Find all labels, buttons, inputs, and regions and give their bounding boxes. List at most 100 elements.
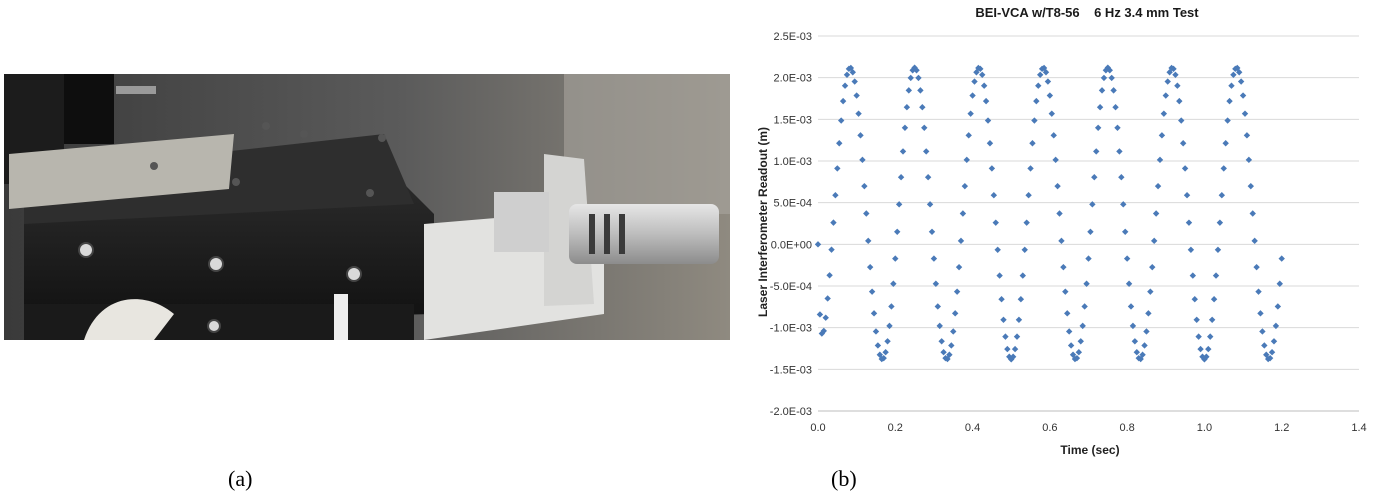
data-point — [919, 103, 926, 111]
data-point — [1208, 316, 1216, 324]
data-point — [901, 124, 909, 131]
data-point — [1276, 280, 1283, 287]
data-point — [990, 192, 998, 199]
data-point — [1243, 132, 1251, 139]
data-point — [1207, 333, 1214, 340]
data-point — [1017, 296, 1025, 303]
data-point — [913, 67, 920, 74]
data-point — [1191, 296, 1198, 303]
x-tick-label: 0.8 — [1119, 422, 1134, 434]
data-point — [1158, 132, 1166, 139]
y-axis-label: Laser Interferometer Readout (m) — [756, 127, 770, 317]
data-point — [859, 156, 866, 164]
data-point — [1044, 78, 1052, 85]
data-point — [1272, 322, 1280, 330]
data-point — [934, 303, 941, 310]
data-point — [1077, 338, 1084, 345]
y-tick-labels: 2.5E-03 2.0E-03 1.5E-03 1.0E-03 5.0E-04 0.0E+… — [770, 31, 812, 418]
data-point — [1255, 288, 1262, 295]
data-point — [832, 192, 839, 199]
data-point — [1004, 345, 1011, 353]
x-tick-label: 0.0 — [810, 422, 825, 434]
data-point — [969, 92, 976, 99]
data-point — [1096, 103, 1104, 111]
data-point — [977, 65, 984, 73]
data-point — [957, 237, 965, 245]
data-point — [886, 322, 893, 330]
data-point — [863, 210, 870, 217]
data-point — [1106, 67, 1113, 74]
data-point — [1021, 246, 1028, 253]
data-point — [1073, 354, 1081, 362]
data-point — [1087, 228, 1094, 235]
data-point — [994, 246, 1001, 253]
data-point — [843, 71, 851, 79]
data-point — [841, 82, 849, 89]
data-point — [899, 148, 907, 155]
x-tick-labels: 0.0 0.2 0.4 0.6 0.8 1.0 1.2 1.4 — [810, 422, 1366, 434]
data-point — [1172, 71, 1179, 79]
data-point — [1239, 92, 1247, 99]
data-point — [1222, 140, 1229, 147]
data-point — [986, 140, 994, 147]
y-tick-label: 5.0E-04 — [773, 198, 812, 210]
data-point — [1081, 303, 1088, 310]
data-series — [814, 64, 1285, 363]
data-point — [1054, 182, 1061, 190]
data-point — [1036, 71, 1044, 79]
data-point — [822, 314, 829, 321]
data-point — [911, 64, 918, 71]
data-point — [988, 165, 996, 172]
data-point — [1035, 82, 1042, 89]
data-point — [938, 338, 945, 345]
data-point — [967, 110, 974, 117]
data-point — [1058, 237, 1065, 245]
data-point — [855, 110, 862, 117]
data-point — [1236, 69, 1243, 76]
data-point — [1104, 64, 1112, 71]
data-point — [1141, 342, 1148, 349]
data-point — [921, 124, 928, 131]
data-point — [1149, 263, 1156, 271]
x-tick-label: 1.0 — [1197, 422, 1212, 434]
data-point — [894, 228, 901, 235]
y-tick-label: 2.0E-03 — [773, 73, 812, 85]
data-point — [1000, 316, 1007, 324]
data-point — [880, 354, 887, 362]
data-point — [923, 148, 930, 155]
data-point — [950, 328, 957, 335]
data-point — [1179, 140, 1187, 147]
data-point — [1048, 110, 1055, 117]
data-point — [1212, 272, 1220, 279]
data-point — [853, 92, 860, 99]
data-point — [951, 310, 959, 317]
data-point — [1067, 342, 1075, 349]
data-point — [1253, 263, 1260, 271]
data-point — [1210, 296, 1218, 303]
y-tick-label: 1.5E-03 — [773, 114, 812, 126]
data-point — [1147, 288, 1154, 295]
data-point — [1031, 117, 1038, 124]
data-point — [1228, 82, 1235, 89]
y-tick-label: 1.0E-03 — [773, 156, 812, 168]
data-point — [940, 348, 947, 356]
panel-a-caption: (a) — [228, 466, 253, 491]
data-point — [932, 280, 940, 287]
data-point — [1133, 348, 1141, 356]
data-point — [1002, 333, 1009, 340]
data-point — [1166, 69, 1173, 76]
data-point — [892, 255, 899, 262]
data-point — [1062, 288, 1069, 295]
data-point — [924, 174, 932, 181]
chart-title: BEI-VCA w/T8-56 6 Hz 3.4 mm Test — [975, 5, 1199, 20]
data-point — [1205, 345, 1212, 353]
data-point — [1064, 310, 1071, 317]
data-point — [955, 263, 963, 271]
data-point — [907, 74, 914, 82]
data-point — [882, 348, 889, 356]
data-point — [1187, 246, 1195, 253]
data-point — [1083, 280, 1090, 287]
data-point — [979, 71, 986, 79]
data-point — [982, 97, 990, 105]
